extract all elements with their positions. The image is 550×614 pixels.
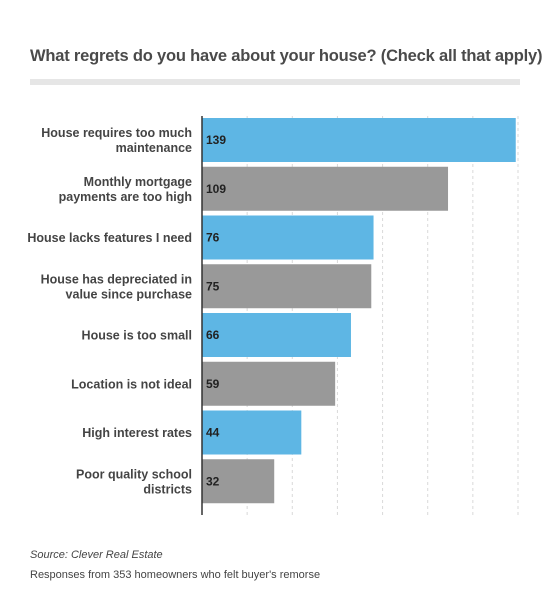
data-label: 139	[206, 133, 226, 147]
sample-note: Responses from 353 homeowners who felt b…	[30, 569, 321, 581]
bar	[202, 118, 516, 162]
category-label: Poor quality school	[76, 467, 192, 481]
data-label: 109	[206, 182, 226, 196]
data-label: 44	[206, 426, 220, 440]
data-label: 32	[206, 474, 220, 488]
category-label: Location is not ideal	[71, 377, 192, 391]
title-divider	[30, 79, 520, 85]
bar	[202, 215, 374, 260]
category-label: districts	[143, 482, 192, 496]
bars: 139 109 76 75 66 59 44 32	[202, 118, 516, 504]
bar	[202, 361, 336, 406]
bar	[202, 459, 275, 504]
bar	[202, 313, 351, 357]
category-label: House has depreciated in	[41, 272, 192, 286]
data-label: 59	[206, 377, 220, 391]
bar	[202, 166, 449, 211]
category-label: House lacks features I need	[27, 231, 192, 245]
bar-chart: 139 109 76 75 66 59 44 32 House requires too mu…	[27, 116, 519, 515]
category-label: maintenance	[116, 141, 192, 155]
category-label: payments are too high	[59, 190, 192, 204]
data-label: 66	[206, 328, 220, 342]
category-label: value since purchase	[66, 287, 193, 301]
category-label: House is too small	[82, 329, 192, 343]
chart-title: What regrets do you have about your hous…	[30, 47, 543, 65]
category-label: Monthly mortgage	[84, 175, 192, 189]
data-label: 76	[206, 231, 220, 245]
category-label: High interest rates	[82, 426, 192, 440]
category-label: House requires too much	[41, 126, 192, 140]
source-note: Source: Clever Real Estate	[30, 549, 163, 561]
bar	[202, 410, 302, 455]
bar	[202, 264, 372, 309]
data-label: 75	[206, 279, 220, 293]
